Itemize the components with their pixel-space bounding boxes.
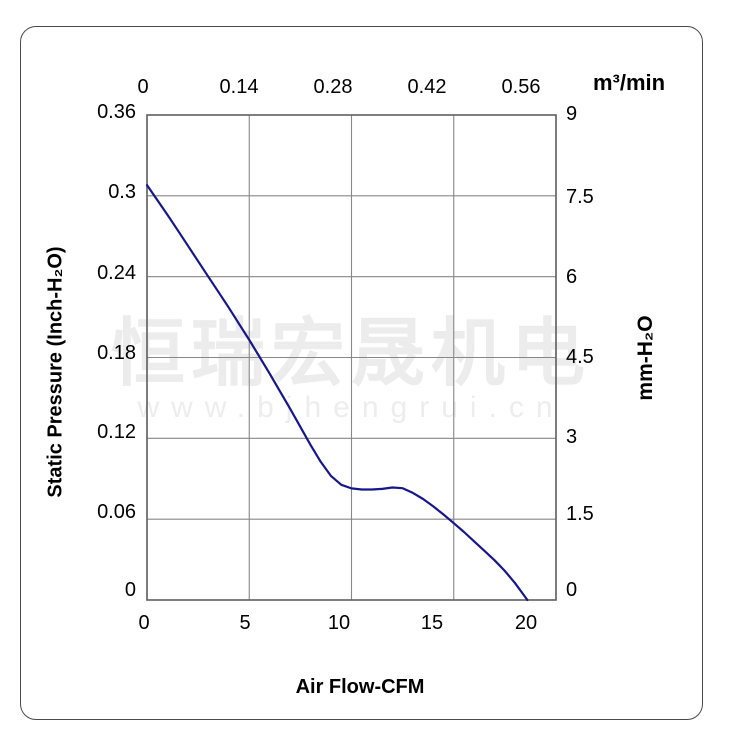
right-axis-tick-2: 6 <box>566 266 578 288</box>
left-axis-tick-4: 0.12 <box>97 421 136 443</box>
left-axis-tick-0: 0.36 <box>97 101 136 123</box>
left-axis-tick-2: 0.24 <box>97 262 136 284</box>
bottom-axis-tick-0: 0 <box>138 612 150 634</box>
bottom-axis-tick-4: 20 <box>514 612 538 634</box>
top-axis-tick-2: 0.28 <box>313 76 353 98</box>
right-axis-tick-3: 4.5 <box>566 346 594 368</box>
right-axis-title: mm-H₂O <box>634 315 657 401</box>
right-axis-tick-6: 0 <box>566 579 578 601</box>
right-axis-tick-0: 9 <box>566 103 578 125</box>
bottom-axis-tick-1: 5 <box>239 612 251 634</box>
top-axis-tick-4: 0.56 <box>501 76 541 98</box>
right-axis-tick-4: 3 <box>566 426 578 448</box>
top-axis-tick-3: 0.42 <box>407 76 447 98</box>
left-axis-tick-3: 0.18 <box>97 342 136 364</box>
left-axis-tick-1: 0.3 <box>108 181 136 203</box>
bottom-axis-tick-2: 10 <box>327 612 351 634</box>
left-axis-title: Static Pressure (Inch-H₂O) <box>44 246 67 498</box>
top-axis-unit-label: m³/min <box>593 70 666 95</box>
right-axis-tick-5: 1.5 <box>566 503 594 525</box>
outer-border <box>20 26 703 720</box>
left-axis-tick-5: 0.06 <box>97 501 136 523</box>
top-axis-tick-0: 0 <box>137 76 149 98</box>
bottom-axis-title: Air Flow-CFM <box>295 676 425 698</box>
bottom-axis-tick-3: 15 <box>420 612 444 634</box>
right-axis-tick-1: 7.5 <box>566 186 594 208</box>
left-axis-tick-6: 0 <box>124 579 136 601</box>
top-axis-tick-1: 0.14 <box>219 76 259 98</box>
